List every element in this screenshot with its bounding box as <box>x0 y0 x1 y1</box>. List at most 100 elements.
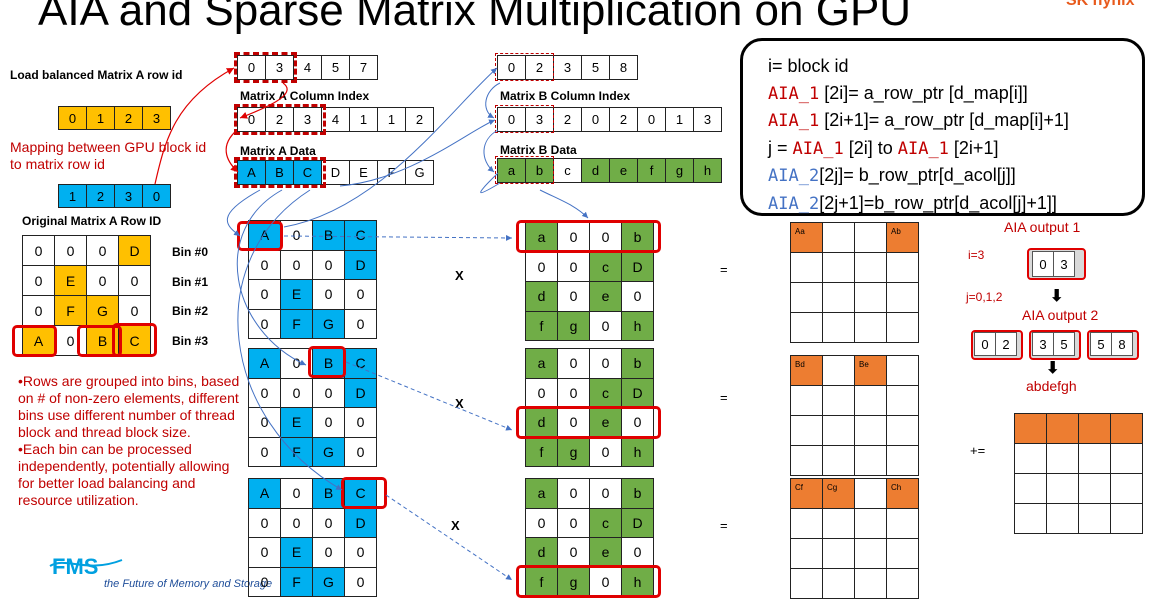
highlight-mb0-row0 <box>516 220 661 253</box>
highlight-a-col-index <box>234 104 326 135</box>
matrix-cell: A <box>249 479 281 509</box>
matrix-cell: C <box>345 479 377 509</box>
matrix-cell: 0 <box>281 479 313 509</box>
output-cell <box>823 416 855 446</box>
matrix-cell: 0 <box>622 538 654 568</box>
matrix-cell: 0 <box>590 311 622 341</box>
matrix-cell: 0 <box>23 266 55 296</box>
output-cell <box>887 386 919 416</box>
array-cell: 7 <box>349 55 378 80</box>
array-cell: 1 <box>349 107 378 132</box>
matrix-cell: e <box>590 408 622 438</box>
array-cell: 1 <box>58 184 87 208</box>
array-cell: G <box>405 160 434 185</box>
array-cell: F <box>377 160 406 185</box>
array-cell: 5 <box>321 55 350 80</box>
accum-cell <box>1079 504 1111 534</box>
matrix-cell: f <box>526 311 558 341</box>
accum-cell <box>1079 444 1111 474</box>
output-cell <box>791 313 823 343</box>
array-cell: 2 <box>86 184 115 208</box>
matrix-cell: D <box>119 236 151 266</box>
matrix-cell: F <box>281 309 313 339</box>
output-cell <box>791 539 823 569</box>
matrix-cell: D <box>622 508 654 538</box>
matrix-cell: b <box>622 223 654 253</box>
times-operator-3: X <box>451 518 460 533</box>
output-cell <box>855 416 887 446</box>
accum-cell <box>1111 444 1143 474</box>
bin-label: Bin #0 <box>172 245 209 259</box>
output-cell <box>887 539 919 569</box>
array-cell: g <box>665 158 694 183</box>
matrix-cell: c <box>590 378 622 408</box>
matrix-cell: 0 <box>558 252 590 282</box>
array-cell: 3 <box>693 107 722 132</box>
array-cell: 3 <box>1053 251 1075 277</box>
matrix-cell: C <box>345 349 377 379</box>
aia-cell: 3 <box>1032 332 1054 356</box>
matrix-cell: 0 <box>345 309 377 339</box>
down-arrow-icon-1: ⬇ <box>1050 288 1064 305</box>
matrix-cell: 0 <box>345 437 377 467</box>
matrix-cell: 0 <box>345 280 377 310</box>
original-row-id-label: Original Matrix A Row ID <box>22 214 162 228</box>
output-cell <box>887 569 919 599</box>
output-cell <box>855 509 887 539</box>
aia-output-2-label: AIA output 2 <box>1022 307 1099 323</box>
matrix-cell: C <box>345 221 377 251</box>
matrix-cell: d <box>526 408 558 438</box>
aia-output-1-label: AIA output 1 <box>1004 219 1081 235</box>
matrix-cell: 0 <box>590 349 622 379</box>
output-cell <box>823 313 855 343</box>
output-cell <box>887 416 919 446</box>
matrix-cell: h <box>622 437 654 467</box>
matrix-cell: G <box>313 309 345 339</box>
matrix-cell: 0 <box>313 280 345 310</box>
fms-logo-icon: FMS <box>49 554 123 579</box>
array-cell: E <box>349 160 378 185</box>
matrix-cell: G <box>313 567 345 597</box>
output-cell: Ch <box>887 479 919 509</box>
plus-equals-sign: += <box>970 443 986 458</box>
array-cell: e <box>609 158 638 183</box>
output-cell <box>791 253 823 283</box>
output-cell <box>823 509 855 539</box>
equals-sign-2: = <box>720 390 728 405</box>
matrix-cell: 0 <box>313 538 345 568</box>
matrix-cell: 0 <box>345 567 377 597</box>
highlight-orig-b <box>77 325 122 357</box>
output-grid-2: Cf Cg Ch <box>790 478 919 599</box>
matrix-cell: 0 <box>249 567 281 597</box>
matrix-cell: 0 <box>119 296 151 326</box>
load-balanced-label: Load balanced Matrix A row id <box>10 68 183 82</box>
matrix-cell: 0 <box>281 221 313 251</box>
bullet-1: •Rows are grouped into bins, based on # … <box>18 373 240 440</box>
output-cell <box>823 356 855 386</box>
matrix-cell: E <box>281 408 313 438</box>
array-cell: 2 <box>609 107 638 132</box>
matrix-cell: 0 <box>622 282 654 312</box>
matrix-cell: 0 <box>249 309 281 339</box>
matrix-cell: G <box>313 437 345 467</box>
aia-cell: 2 <box>995 332 1017 356</box>
matrix-cell: 0 <box>313 378 345 408</box>
accum-cell <box>1015 414 1047 444</box>
highlight-ma2-c <box>341 477 387 509</box>
array-cell: 0 <box>58 106 87 130</box>
matrix-cell: 0 <box>119 266 151 296</box>
matrix-cell: h <box>622 311 654 341</box>
a-col-index-label: Matrix A Column Index <box>240 89 370 103</box>
matrix-cell: d <box>526 282 558 312</box>
matrix-cell: A <box>23 326 55 356</box>
matrix-cell: 0 <box>23 296 55 326</box>
bin-label: Bin #3 <box>172 333 209 348</box>
highlight-orig-a <box>12 325 57 357</box>
aia-cell: 5 <box>1053 332 1075 356</box>
